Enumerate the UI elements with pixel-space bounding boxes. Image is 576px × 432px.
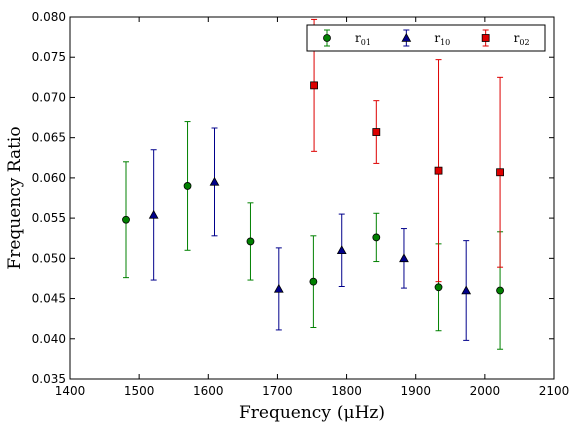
legend: r01 r10 r02 — [306, 24, 546, 52]
legend-label-base: r — [355, 31, 361, 45]
legend-label-sub: 10 — [440, 38, 450, 47]
markers-layer — [122, 81, 504, 295]
data-point-01 — [183, 182, 192, 190]
legend-label-base: r — [434, 31, 440, 45]
legend-label-base: r — [514, 31, 520, 45]
data-point-02 — [434, 166, 443, 175]
data-point-10 — [209, 176, 220, 186]
x-axis-label: Frequency (μHz) — [239, 403, 385, 423]
legend-item-02: r02 — [481, 29, 530, 47]
x-tick-label: 2000 — [470, 384, 501, 398]
legend-marker-10 — [401, 32, 412, 42]
legend-marker-02 — [481, 34, 490, 42]
ticks-layer: 1400 1500 1600 1700 1800 1900 2000 2100 0.035 0.0… — [32, 10, 570, 398]
legend-label: r02 — [514, 31, 530, 47]
data-point-10 — [399, 253, 409, 263]
legend-item-10: r10 — [401, 29, 450, 47]
legend-box — [306, 24, 546, 52]
y-tick-label: 0.065 — [32, 131, 66, 145]
y-tick-label: 0.050 — [32, 251, 66, 265]
data-point-10 — [336, 245, 347, 255]
data-point-01 — [309, 277, 318, 286]
data-point-01 — [434, 283, 443, 292]
x-axis-label-unit: (μHz) — [337, 403, 385, 423]
data-point-10 — [148, 209, 159, 219]
data-point-10 — [461, 285, 472, 295]
y-tick-label: 0.060 — [32, 171, 66, 185]
x-tick-label: 1900 — [400, 384, 431, 398]
data-point-01 — [372, 233, 381, 242]
data-point-02 — [310, 81, 318, 90]
x-tick-label: 2100 — [539, 384, 570, 398]
y-tick-label: 0.045 — [32, 292, 66, 306]
x-tick-label: 1800 — [331, 384, 362, 398]
legend-item-01: r01 — [323, 29, 371, 47]
legend-label: r10 — [434, 31, 450, 47]
data-point-01 — [496, 286, 504, 295]
legend-label-sub: 01 — [361, 38, 371, 47]
x-tick-label: 1600 — [193, 384, 224, 398]
x-tick-label: 1400 — [55, 384, 86, 398]
data-point-02 — [372, 128, 381, 136]
data-point-02 — [496, 168, 504, 177]
data-point-01 — [122, 215, 130, 224]
y-axis-label: Frequency Ratio — [5, 126, 25, 269]
y-tick-label: 0.055 — [32, 211, 66, 225]
legend-label-sub: 02 — [519, 38, 529, 47]
y-tick-label: 0.040 — [32, 332, 66, 346]
x-tick-label: 1700 — [262, 384, 293, 398]
plot-area — [69, 16, 555, 380]
legend-label: r01 — [355, 31, 371, 47]
x-axis-label-text: Frequency — [239, 403, 331, 423]
data-point-01 — [246, 237, 255, 246]
y-tick-label: 0.080 — [32, 10, 66, 24]
data-point-10 — [273, 283, 284, 293]
y-tick-label: 0.070 — [32, 90, 66, 104]
x-tick-label: 1500 — [124, 384, 155, 398]
y-tick-label: 0.035 — [32, 372, 66, 386]
legend-marker-01 — [323, 34, 331, 42]
y-tick-label: 0.075 — [32, 50, 66, 64]
